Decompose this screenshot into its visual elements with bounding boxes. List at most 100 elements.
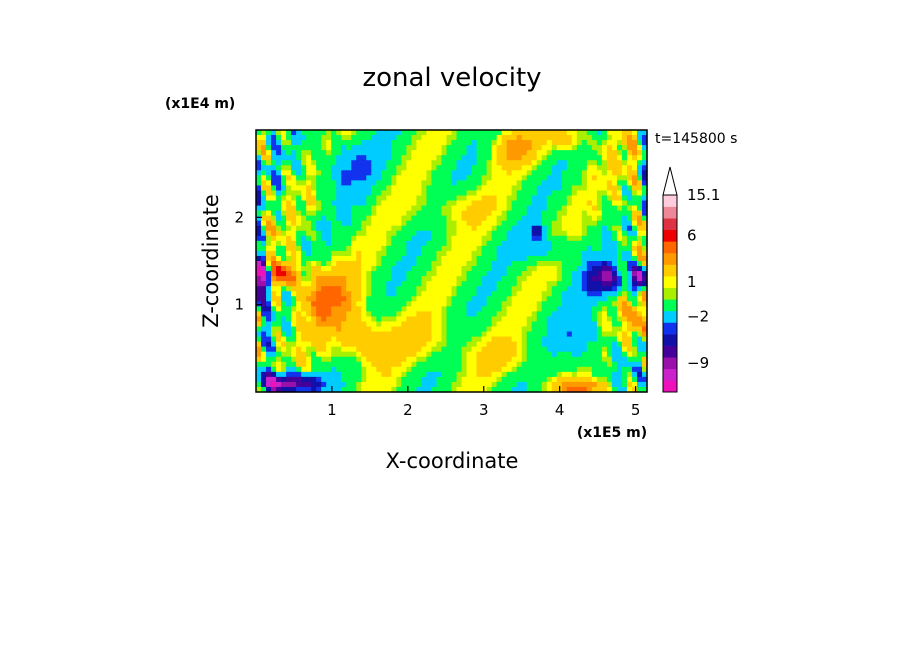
field-cell <box>521 281 528 287</box>
field-cell <box>281 230 287 237</box>
field-cell <box>281 276 287 282</box>
field-cell <box>596 175 603 181</box>
field-cell <box>261 235 267 242</box>
field-cell <box>466 235 473 242</box>
field-cell <box>446 135 453 141</box>
field-cell <box>256 255 262 262</box>
field-cell <box>431 346 438 353</box>
field-cell <box>406 145 412 151</box>
field-cell <box>286 386 292 393</box>
field-cell <box>336 180 342 187</box>
field-cell <box>306 286 312 292</box>
field-cell <box>541 130 548 136</box>
field-cell <box>361 341 367 348</box>
field-cell <box>461 356 468 363</box>
field-cell <box>621 205 628 212</box>
field-cell <box>506 271 513 277</box>
field-cell <box>556 255 563 262</box>
field-cell <box>331 175 337 181</box>
field-cell <box>421 240 428 247</box>
field-cell <box>556 326 563 333</box>
field-cell <box>491 306 498 312</box>
field-cell <box>346 185 352 192</box>
field-cell <box>596 376 603 383</box>
field-cell <box>346 376 352 383</box>
field-cell <box>576 326 583 333</box>
field-cell <box>586 140 593 146</box>
field-cell <box>606 281 613 287</box>
field-cell <box>551 356 558 363</box>
field-cell <box>351 175 357 181</box>
field-cell <box>316 301 322 307</box>
field-cell <box>491 286 498 292</box>
field-cell <box>286 130 292 136</box>
field-cell <box>536 311 543 318</box>
field-cell <box>561 361 568 368</box>
field-cell <box>441 386 448 393</box>
field-cell <box>521 316 528 323</box>
field-cell <box>566 336 573 343</box>
field-cell <box>501 281 508 287</box>
field-cell <box>411 130 418 136</box>
field-cell <box>266 160 272 166</box>
field-cell <box>606 266 613 272</box>
field-cell <box>586 180 593 187</box>
field-cell <box>351 301 357 307</box>
field-cell <box>361 190 367 197</box>
field-cell <box>396 170 402 176</box>
field-cell <box>591 130 598 136</box>
field-cell <box>296 215 302 222</box>
field-cell <box>296 160 302 166</box>
field-cell <box>506 306 513 312</box>
field-cell <box>621 225 628 232</box>
field-cell <box>631 311 638 318</box>
field-cell <box>506 140 513 146</box>
field-cell <box>256 366 262 373</box>
field-cell <box>456 245 463 252</box>
field-cell <box>441 130 448 136</box>
field-cell <box>311 255 317 262</box>
field-cell <box>461 200 468 207</box>
field-cell <box>356 220 362 227</box>
field-cell <box>266 366 272 373</box>
field-cell <box>366 386 372 393</box>
field-cell <box>351 326 357 333</box>
field-cell <box>436 215 443 222</box>
field-cell <box>286 165 292 171</box>
field-cell <box>536 306 543 312</box>
field-cell <box>581 255 588 262</box>
field-cell <box>346 276 352 282</box>
field-cell <box>451 326 458 333</box>
field-cell <box>256 356 262 363</box>
field-cell <box>481 195 488 202</box>
field-cell <box>386 200 392 207</box>
field-cell <box>446 316 453 323</box>
field-cell <box>451 245 458 252</box>
field-cell <box>486 381 493 388</box>
field-cell <box>591 160 598 166</box>
field-cell <box>421 331 428 338</box>
field-cell <box>416 376 423 383</box>
field-cell <box>261 336 267 343</box>
field-cell <box>496 386 503 393</box>
field-cell <box>381 351 387 358</box>
field-cell <box>531 386 538 393</box>
field-cell <box>581 250 588 257</box>
field-cell <box>616 165 623 171</box>
field-cell <box>421 185 428 192</box>
field-cell <box>596 210 603 217</box>
field-cell <box>561 210 568 217</box>
field-cell <box>626 230 633 237</box>
field-cell <box>551 266 558 272</box>
field-cell <box>491 195 498 202</box>
field-cell <box>471 235 478 242</box>
field-cell <box>606 225 613 232</box>
field-cell <box>306 255 312 262</box>
field-cell <box>636 215 643 222</box>
field-cell <box>276 361 282 368</box>
field-cell <box>451 266 458 272</box>
field-cell <box>626 190 633 197</box>
field-cell <box>366 346 372 353</box>
field-cell <box>546 250 553 257</box>
field-cell <box>321 311 327 318</box>
